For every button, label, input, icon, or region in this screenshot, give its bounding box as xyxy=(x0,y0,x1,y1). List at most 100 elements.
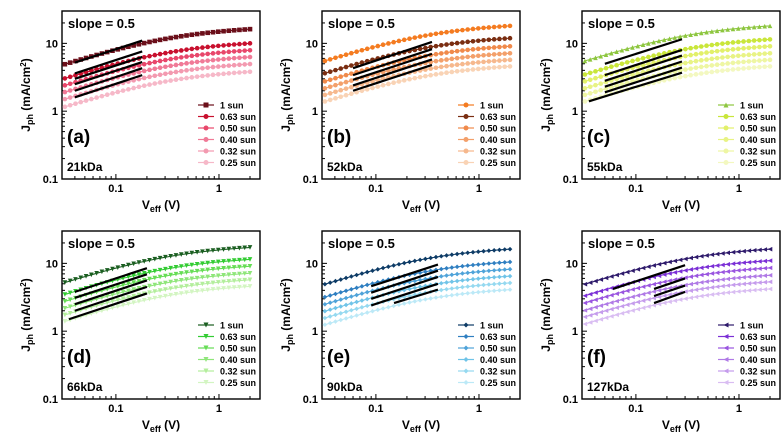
data-point xyxy=(667,260,672,265)
data-point xyxy=(598,277,603,282)
data-point xyxy=(153,66,158,71)
data-point xyxy=(481,276,486,281)
data-point xyxy=(752,38,757,43)
data-point xyxy=(487,261,492,266)
data-point xyxy=(450,50,455,55)
data-point xyxy=(699,265,704,270)
data-point xyxy=(593,89,598,94)
data-point xyxy=(508,267,513,272)
data-point xyxy=(741,46,746,51)
data-point xyxy=(598,317,603,322)
data-point xyxy=(370,268,375,273)
data-point xyxy=(741,249,746,254)
data-point xyxy=(455,69,460,74)
data-point xyxy=(694,281,699,286)
data-point xyxy=(354,306,359,311)
data-point xyxy=(715,252,720,257)
data-point xyxy=(614,305,619,310)
data-point xyxy=(598,74,603,79)
data-point xyxy=(699,51,704,56)
slope-label: slope = 0.5 xyxy=(68,16,135,31)
legend-label: 1 sun xyxy=(740,101,764,111)
data-point xyxy=(710,63,715,68)
data-point xyxy=(126,87,131,92)
data-point xyxy=(328,98,333,103)
data-point xyxy=(328,69,333,74)
data-point xyxy=(609,314,614,319)
legend-label: 0.32 sun xyxy=(220,367,256,377)
legend-label: 0.40 sun xyxy=(480,135,516,145)
data-point xyxy=(153,60,158,65)
series-line xyxy=(325,269,510,304)
data-point xyxy=(747,267,752,272)
legend-label: 0.63 sun xyxy=(740,112,776,122)
data-point xyxy=(227,43,232,48)
data-point xyxy=(497,281,502,286)
data-point xyxy=(694,45,699,50)
data-point xyxy=(455,28,460,33)
data-point xyxy=(768,58,773,63)
data-point xyxy=(439,254,444,259)
data-point xyxy=(471,250,476,255)
data-point xyxy=(725,277,730,282)
legend-label: 0.32 sun xyxy=(480,367,516,377)
data-point xyxy=(444,50,449,55)
data-point xyxy=(731,290,736,295)
data-point xyxy=(646,304,651,309)
legend-marker xyxy=(724,334,729,339)
data-point xyxy=(333,279,338,284)
data-point xyxy=(370,45,375,50)
data-point xyxy=(460,48,465,53)
data-point xyxy=(487,66,492,71)
data-point xyxy=(237,62,242,67)
legend-label: 0.63 sun xyxy=(740,332,776,342)
y-tick-label: 0.1 xyxy=(563,174,578,186)
data-point xyxy=(752,288,757,293)
data-point xyxy=(147,40,152,45)
data-point xyxy=(455,62,460,67)
data-point xyxy=(747,248,752,253)
data-point xyxy=(460,40,465,45)
data-point xyxy=(694,295,699,300)
data-point xyxy=(471,67,476,72)
data-point xyxy=(762,64,767,69)
data-point xyxy=(338,304,343,309)
data-point xyxy=(710,292,715,297)
data-point xyxy=(704,43,709,48)
data-point xyxy=(163,71,168,76)
data-point xyxy=(68,60,73,65)
data-point xyxy=(762,273,767,278)
data-point xyxy=(360,312,365,317)
data-point xyxy=(704,253,709,258)
legend-label: 0.63 sun xyxy=(480,112,516,122)
data-point xyxy=(752,274,757,279)
data-point xyxy=(360,298,365,303)
data-point xyxy=(439,294,444,299)
legend-label: 0.40 sun xyxy=(480,355,516,365)
data-point xyxy=(333,292,338,297)
data-point xyxy=(323,99,328,104)
data-point xyxy=(211,44,216,49)
slope-label: slope = 0.5 xyxy=(588,236,655,251)
data-point xyxy=(328,280,333,285)
data-point xyxy=(583,72,588,77)
data-point xyxy=(423,74,428,79)
data-point xyxy=(646,297,651,302)
data-point xyxy=(508,281,513,286)
y-axis-label: Jph (mA/cm2) xyxy=(279,278,295,351)
data-point xyxy=(232,63,237,68)
data-point xyxy=(344,309,349,314)
legend-label: 0.50 sun xyxy=(740,344,776,354)
data-point xyxy=(344,289,349,294)
data-point xyxy=(349,308,354,313)
data-point xyxy=(704,64,709,69)
data-point xyxy=(460,251,465,256)
data-point xyxy=(323,322,328,327)
data-point xyxy=(757,266,762,271)
data-point xyxy=(625,303,630,308)
data-point xyxy=(434,59,439,64)
data-point xyxy=(476,290,481,295)
legend-label: 0.63 sun xyxy=(220,332,256,342)
data-point xyxy=(174,63,179,68)
data-point xyxy=(598,296,603,301)
